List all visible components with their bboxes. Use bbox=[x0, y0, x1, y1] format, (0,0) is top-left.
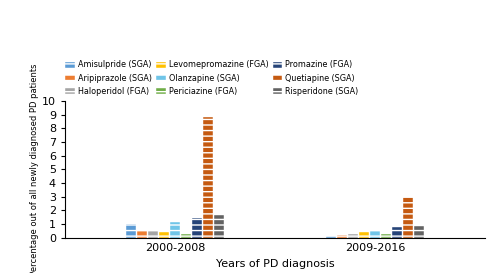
Bar bbox=[159, 232, 169, 238]
Bar bbox=[392, 227, 402, 238]
Bar bbox=[414, 226, 424, 238]
Bar bbox=[148, 232, 158, 238]
Bar bbox=[326, 236, 336, 238]
Bar bbox=[126, 224, 136, 238]
Bar bbox=[203, 117, 213, 238]
Bar bbox=[337, 235, 347, 238]
Bar bbox=[403, 197, 413, 238]
Y-axis label: Percentage out of all newly diagnosed PD patients: Percentage out of all newly diagnosed PD… bbox=[30, 63, 39, 273]
Bar bbox=[181, 234, 191, 238]
Bar bbox=[214, 215, 224, 238]
Bar bbox=[192, 218, 202, 238]
Bar bbox=[359, 232, 369, 238]
X-axis label: Years of PD diagnosis: Years of PD diagnosis bbox=[216, 259, 334, 269]
Bar bbox=[137, 232, 147, 238]
Legend: Amisulpride (SGA), Aripiprazole (SGA), Haloperidol (FGA), Levomepromazine (FGA),: Amisulpride (SGA), Aripiprazole (SGA), H… bbox=[65, 61, 358, 96]
Bar bbox=[170, 222, 180, 238]
Bar bbox=[370, 232, 380, 238]
Bar bbox=[381, 234, 391, 238]
Bar bbox=[348, 234, 358, 238]
